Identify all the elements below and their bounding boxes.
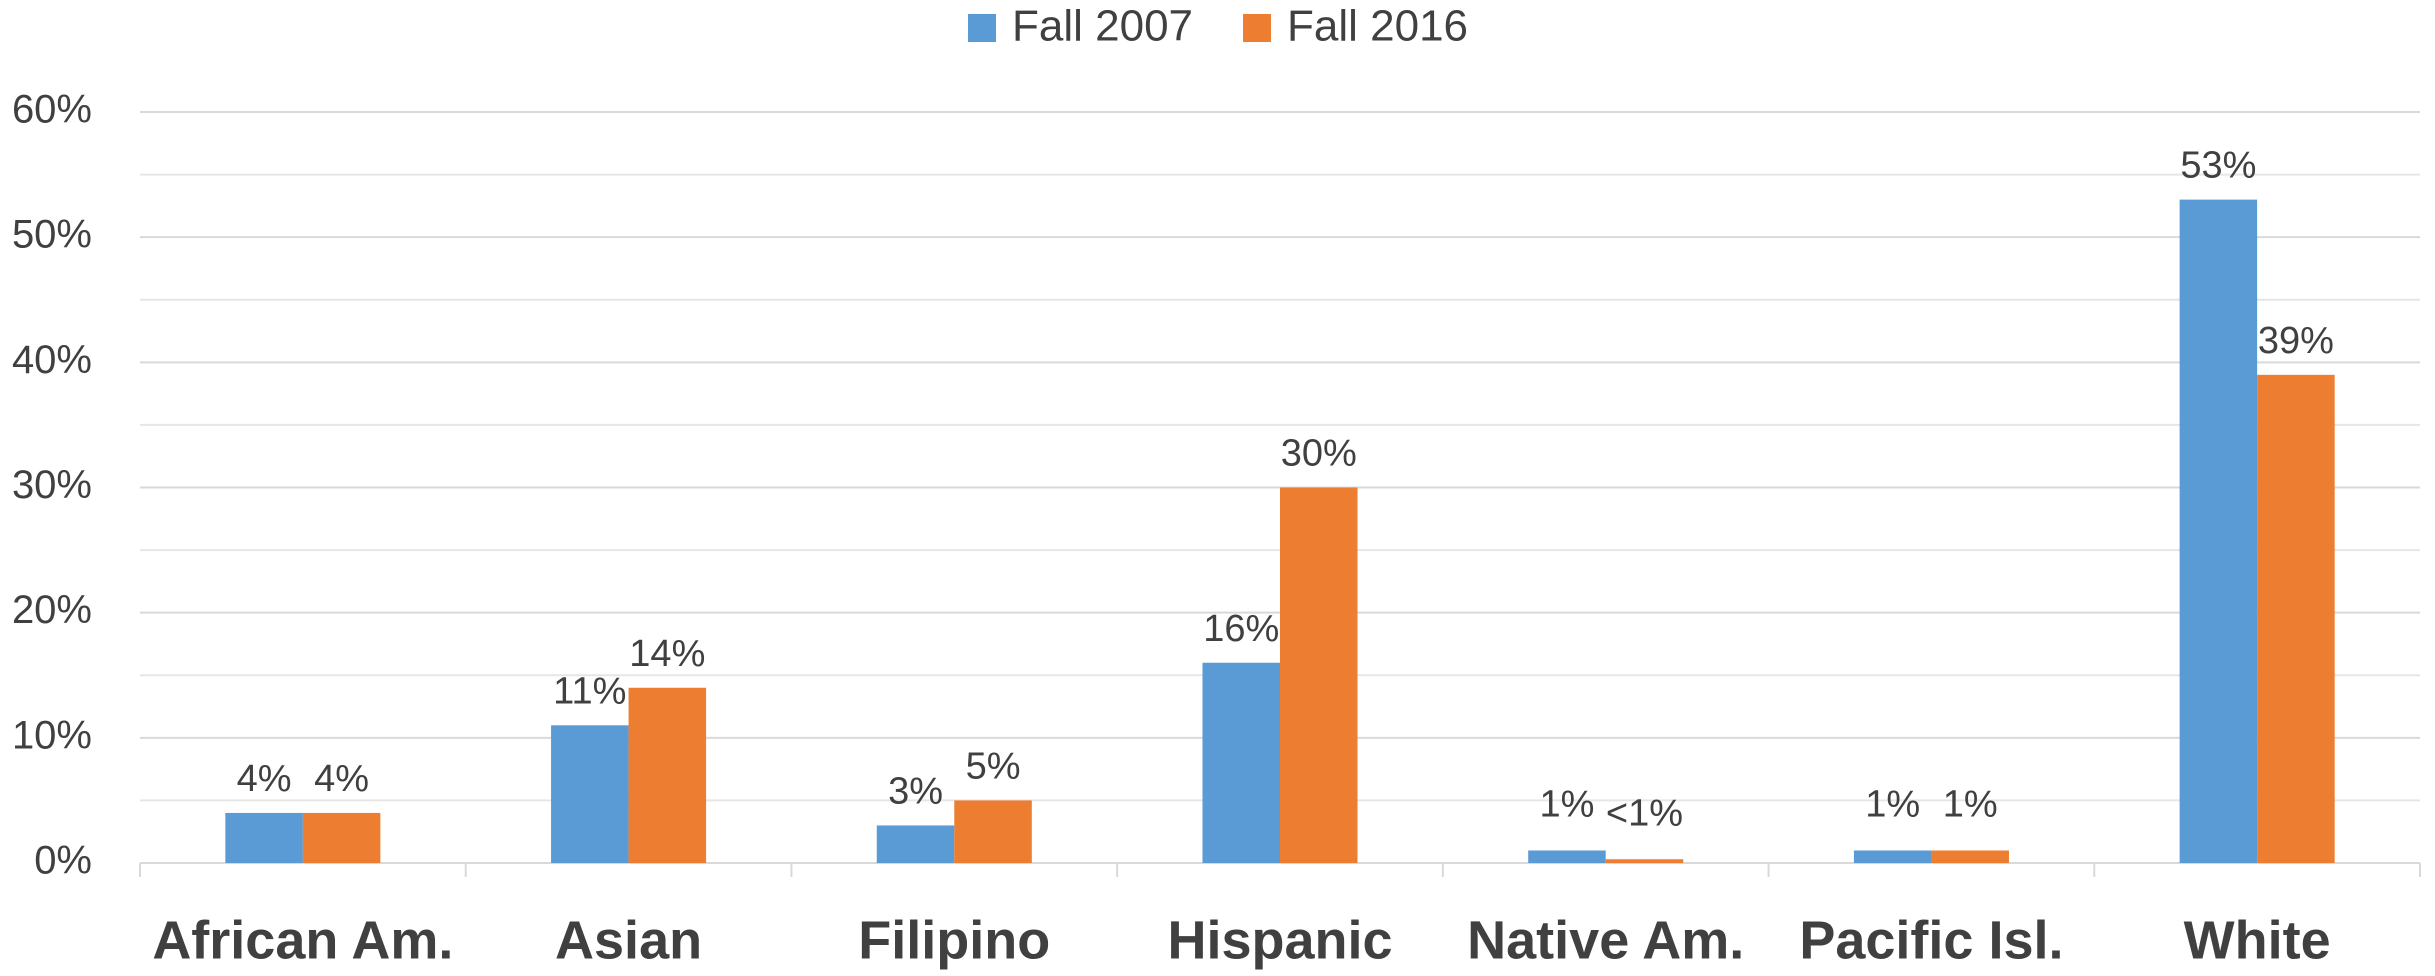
y-tick-label: 50% — [12, 213, 92, 257]
data-label: 4% — [237, 758, 292, 800]
bar — [1853, 850, 1932, 863]
data-label: 4% — [314, 758, 369, 800]
x-tick-label: Native Am. — [1467, 910, 1744, 970]
bar — [876, 825, 955, 863]
data-label: <1% — [1606, 792, 1683, 834]
y-tick-label: 30% — [12, 463, 92, 507]
legend-swatch — [1243, 14, 1272, 42]
bar — [1202, 662, 1280, 863]
x-tick-label: African Am. — [152, 910, 453, 970]
data-label: 30% — [1281, 433, 1357, 475]
x-tick-label: White — [2184, 910, 2331, 970]
bar — [302, 812, 381, 863]
y-tick-label: 0% — [34, 839, 92, 883]
data-label: 1% — [1865, 784, 1920, 826]
legend-label: Fall 2007 — [1012, 2, 1193, 51]
data-label: 11% — [553, 670, 626, 712]
data-label: 5% — [966, 745, 1021, 787]
y-tick-label: 20% — [12, 588, 92, 632]
y-tick-label: 60% — [12, 88, 92, 132]
y-tick-label: 40% — [12, 338, 92, 382]
data-label: 16% — [1203, 608, 1279, 650]
data-label: 3% — [888, 770, 943, 812]
data-label: 53% — [2180, 145, 2256, 187]
bar — [225, 812, 303, 863]
bar — [1528, 850, 1606, 863]
bar — [2179, 199, 2258, 863]
bar — [1280, 487, 1358, 863]
bar — [1931, 850, 2009, 863]
y-tick-label: 10% — [12, 713, 92, 757]
bar — [551, 725, 629, 863]
data-label: 1% — [1943, 784, 1998, 826]
x-tick-label: Hispanic — [1167, 910, 1392, 970]
data-label: 1% — [1539, 784, 1594, 826]
x-tick-label: Filipino — [858, 910, 1050, 970]
data-label: 39% — [2258, 320, 2334, 362]
bar — [954, 800, 1032, 863]
bar — [2257, 374, 2335, 863]
legend-label: Fall 2016 — [1287, 2, 1468, 51]
x-tick-label: Asian — [555, 910, 702, 970]
legend-swatch — [968, 14, 996, 42]
data-label: 14% — [629, 633, 705, 675]
bar — [628, 687, 707, 863]
x-tick-label: Pacific Isl. — [1799, 910, 2063, 970]
bar — [1605, 859, 1684, 863]
